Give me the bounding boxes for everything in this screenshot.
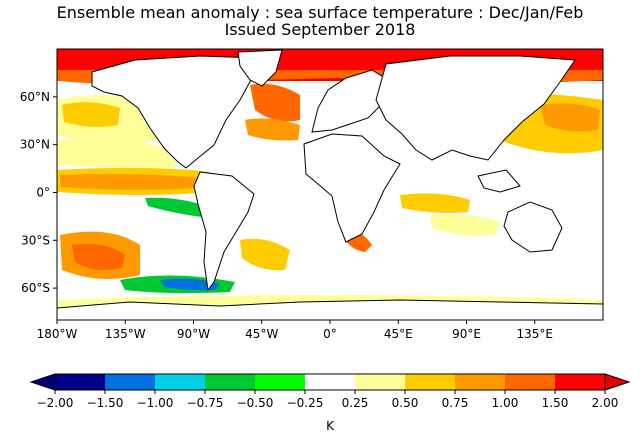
longitude-axis: 180°W 135°W 90°W 45°W 0° 45°E 90°E 135°E	[37, 320, 553, 341]
lat-tick-label: 30°N	[20, 138, 50, 152]
colorbar-tick-label: −0.25	[287, 396, 324, 410]
lon-tick-label: 0°	[323, 327, 337, 341]
south-atlantic-warm	[240, 238, 290, 271]
colorbar-tick-label: 0.25	[342, 396, 369, 410]
colorbar-tick-label: −0.50	[237, 396, 274, 410]
south-america-land	[193, 171, 255, 292]
colorbar-swatch	[105, 374, 155, 390]
indian-ocean-warm	[400, 193, 470, 213]
lon-tick-label: 90°E	[452, 327, 481, 341]
colorbar-tick-label: 0.50	[392, 396, 419, 410]
colorbar-tick-label: −0.75	[187, 396, 224, 410]
equatorial-pacific-hot	[60, 174, 200, 190]
east-pacific-cool	[145, 197, 212, 218]
colorbar-swatch	[205, 374, 255, 390]
lon-tick-label: 135°W	[105, 327, 146, 341]
lat-tick-label: 60°S	[21, 281, 50, 295]
lon-tick-label: 90°W	[177, 327, 210, 341]
map-panel	[56, 48, 604, 321]
colorbar-swatch	[555, 374, 605, 390]
colorbar-tick-label: 2.00	[592, 396, 619, 410]
ne-pacific-pale	[57, 138, 175, 168]
greenland-land	[237, 49, 283, 87]
lat-tick-label: 0°	[36, 185, 50, 199]
lon-tick-label: 180°W	[37, 327, 78, 341]
gulf-stream-warm	[245, 118, 300, 141]
north-atlantic-warm	[250, 83, 300, 122]
indian-ocean-pale	[430, 214, 500, 236]
colorbar-tick-label: −1.00	[137, 396, 174, 410]
colorbar-tick-label: −1.50	[87, 396, 124, 410]
australia-land	[503, 201, 563, 253]
colorbar-over-arrow	[604, 373, 631, 391]
map-title: Ensemble mean anomaly : sea surface temp…	[56, 3, 584, 22]
asia-land	[375, 55, 576, 161]
colorbar-unit-label: K	[326, 419, 335, 433]
lon-tick-label: 45°E	[384, 327, 413, 341]
southeast-asia-land	[477, 169, 521, 193]
colorbar-swatch	[505, 374, 555, 390]
lon-tick-label: 45°W	[245, 327, 278, 341]
continents	[56, 49, 604, 321]
south-pacific-hot	[72, 243, 125, 270]
colorbar-swatch	[455, 374, 505, 390]
lat-tick-label: 30°S	[21, 233, 50, 247]
colorbar-under-arrow	[29, 373, 56, 391]
antarctica-land	[56, 299, 604, 321]
colorbar-swatch	[405, 374, 455, 390]
map-subtitle: Issued September 2018	[224, 20, 416, 39]
colorbar-swatch	[55, 374, 105, 390]
colorbar-tick-label: 1.50	[542, 396, 569, 410]
colorbar-swatch	[305, 374, 355, 390]
latitude-axis: 60°N 30°N 0° 30°S 60°S	[20, 90, 57, 295]
colorbar-tick-label: −2.00	[37, 396, 74, 410]
colorbar-swatch	[355, 374, 405, 390]
colorbar-swatch	[155, 374, 205, 390]
colorbar-outline	[54, 373, 606, 391]
southern-ocean-cold	[160, 278, 220, 291]
colorbar-tick-label: 0.75	[442, 396, 469, 410]
nw-pacific-hot	[540, 103, 600, 132]
north-pacific-warm	[62, 102, 120, 127]
colorbar-swatch	[255, 374, 305, 390]
colorbar-tick-label: 1.00	[492, 396, 519, 410]
lat-tick-label: 60°N	[20, 90, 50, 104]
colorbar: −2.00 −1.50 −1.00 −0.75 −0.50 −0.25 0.25 0.50 0.…	[29, 373, 631, 410]
lon-tick-label: 135°E	[517, 327, 554, 341]
africa-land	[303, 133, 401, 243]
